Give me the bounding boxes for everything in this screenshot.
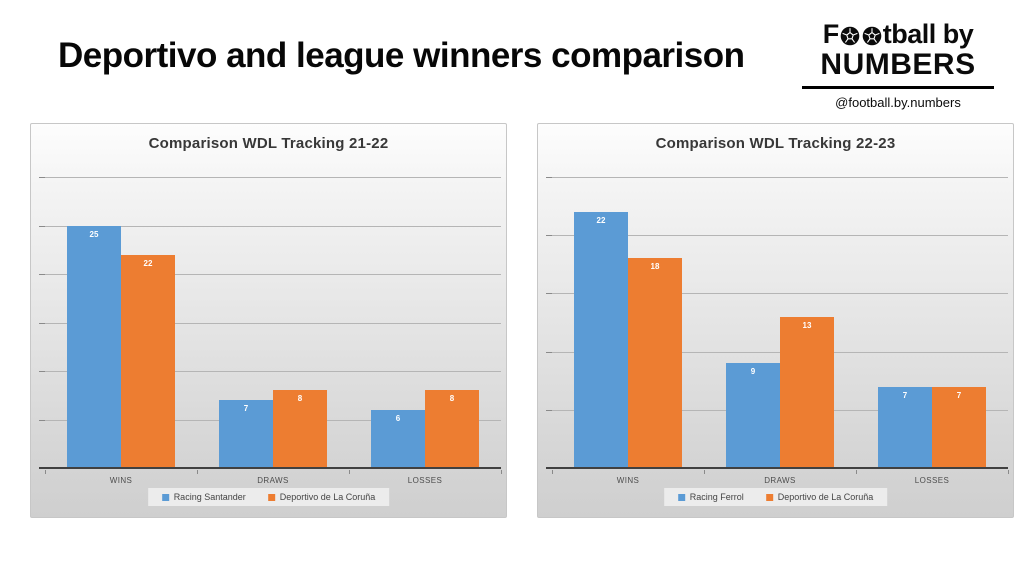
x-axis-label: DRAWS [764, 476, 796, 485]
logo-line2: NUMBERS [820, 48, 976, 82]
legend-swatch [677, 493, 685, 501]
y-axis-tick [546, 235, 552, 237]
x-axis-tick [856, 470, 857, 474]
legend: Racing Ferrol Deportivo de La Coruña [663, 488, 888, 506]
bar: 7 [878, 386, 932, 468]
bar: 13 [780, 316, 834, 468]
bar-value-label: 25 [89, 229, 99, 239]
gridline [45, 225, 501, 227]
bar: 22 [574, 211, 628, 468]
y-axis-tick [39, 419, 45, 421]
x-axis-line [546, 467, 1008, 469]
x-axis-tick [501, 470, 502, 474]
bar-value-label: 6 [395, 413, 401, 423]
bar-value-label: 8 [297, 394, 303, 404]
bar-value-label: 18 [650, 262, 660, 272]
logo-text-part2: tball by [882, 19, 974, 49]
gridline [45, 274, 501, 275]
gridline [45, 322, 501, 324]
brand-logo: F tball by NUMBERS @football.by.numbers [800, 20, 996, 110]
plot-area: WINS 22 18 DRAWS 9 13 LOSSES 7 7 [538, 124, 1013, 517]
legend-item: Deportivo de La Coruña [765, 492, 874, 502]
y-axis-tick [546, 351, 552, 353]
football-icon [840, 26, 860, 46]
x-axis-tick [552, 470, 553, 474]
legend-swatch [267, 493, 275, 501]
y-axis-tick [546, 409, 552, 411]
plot-area: WINS 25 22 DRAWS 7 8 LOSSES 6 8 [31, 124, 506, 517]
bar-value-label: 9 [750, 367, 756, 377]
legend-label: Deportivo de La Coruña [279, 492, 376, 502]
page-title: Deportivo and league winners comparison [58, 36, 745, 75]
bar: 6 [371, 409, 425, 468]
legend-swatch [161, 493, 169, 501]
gridline [552, 293, 1008, 295]
gridline [45, 371, 501, 372]
x-axis-label: WINS [109, 476, 133, 485]
bar: 7 [932, 386, 986, 468]
legend-label: Racing Santander [173, 492, 246, 502]
bar-value-label: 7 [956, 390, 962, 400]
chart-panel-22-23: Comparison WDL Tracking 22-23 WINS 22 18 DR… [537, 123, 1014, 518]
gridline [45, 177, 501, 178]
legend: Racing Santander Deportivo de La Coruña [147, 488, 390, 506]
bar: 25 [67, 225, 121, 468]
bar-value-label: 7 [243, 404, 249, 414]
bar: 8 [425, 390, 479, 468]
x-axis-label: WINS [616, 476, 640, 485]
bar-value-label: 22 [143, 258, 153, 268]
x-axis-label: DRAWS [257, 476, 289, 485]
y-axis-tick [546, 293, 552, 295]
bar: 8 [273, 390, 327, 468]
chart-panel-21-22: Comparison WDL Tracking 21-22 WINS 25 22 DR… [30, 123, 507, 518]
x-axis-label: LOSSES [407, 476, 443, 485]
bar-value-label: 22 [596, 215, 606, 225]
gridline [552, 235, 1008, 237]
y-axis-tick [39, 322, 45, 324]
bar: 9 [726, 363, 780, 468]
legend-item: Racing Santander [161, 492, 246, 502]
chart-title: Comparison WDL Tracking 22-23 [655, 135, 896, 152]
x-axis-tick [704, 470, 705, 474]
chart-title: Comparison WDL Tracking 21-22 [148, 135, 389, 152]
x-axis-tick [197, 470, 198, 474]
bar-value-label: 7 [902, 390, 908, 400]
legend-item: Deportivo de La Coruña [267, 492, 376, 502]
y-axis-tick [39, 225, 45, 227]
x-axis-tick [45, 470, 46, 474]
logo-text-part1: F [822, 19, 840, 49]
legend-item: Racing Ferrol [677, 492, 744, 502]
x-axis-label: LOSSES [914, 476, 950, 485]
logo-underline [802, 85, 994, 89]
legend-swatch [765, 493, 773, 501]
gridline [552, 177, 1008, 178]
x-axis-tick [1008, 470, 1009, 474]
legend-label: Racing Ferrol [689, 492, 744, 502]
football-icon [862, 26, 882, 46]
bar: 18 [628, 258, 682, 468]
y-axis-tick [39, 274, 45, 275]
legend-label: Deportivo de La Coruña [777, 492, 874, 502]
logo-line1: F tball by [800, 19, 996, 49]
y-axis-tick [39, 177, 45, 178]
y-axis-tick [546, 177, 552, 178]
bar: 22 [121, 254, 175, 468]
y-axis-tick [39, 371, 45, 372]
x-axis-tick [349, 470, 350, 474]
logo-handle: @football.by.numbers [835, 94, 961, 110]
bar: 7 [219, 400, 273, 468]
bar-value-label: 8 [449, 394, 455, 404]
bar-value-label: 13 [802, 320, 812, 330]
x-axis-line [39, 467, 501, 469]
